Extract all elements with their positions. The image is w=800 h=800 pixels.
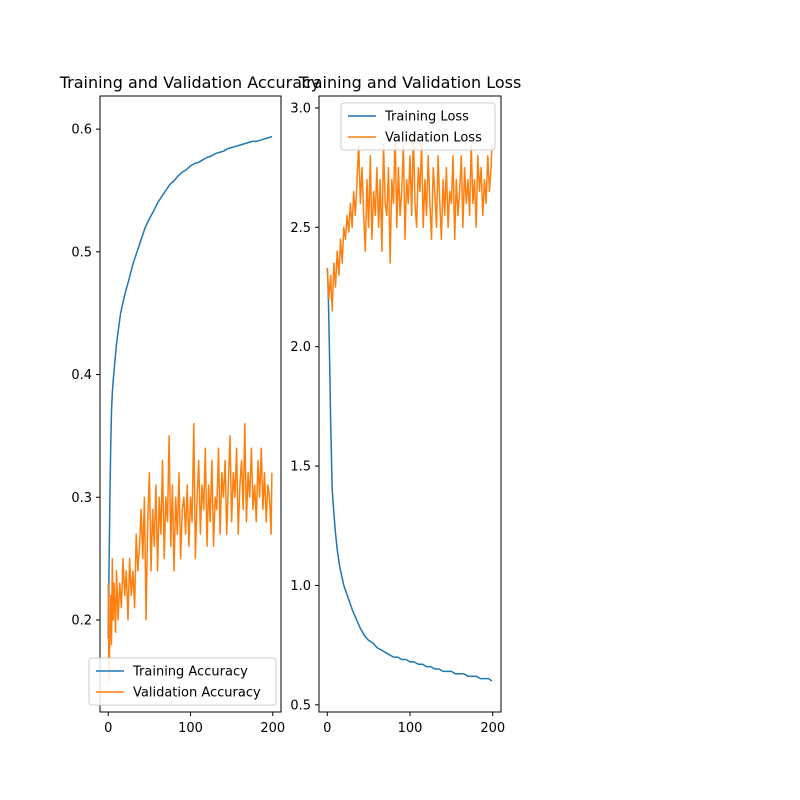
loss-y-tick-label: 2.0: [290, 340, 311, 355]
loss-x-axis: 0 100 200: [323, 712, 505, 736]
loss-legend-label-training-loss: Training Loss: [384, 110, 469, 125]
accuracy-line-training-accuracy: [107, 135, 273, 639]
loss-y-tick-label: 0.5: [290, 698, 311, 713]
loss-chart-title: Training and Validation Loss: [298, 73, 522, 92]
loss-line-training-loss: [326, 267, 493, 682]
accuracy-plot-lines: [107, 135, 273, 683]
loss-legend-label-validation-loss: Validation Loss: [385, 131, 482, 146]
accuracy-line-validation-accuracy: [107, 422, 273, 683]
loss-x-tick-label: 0: [323, 721, 331, 736]
loss-y-tick-label: 1.0: [290, 579, 311, 594]
accuracy-x-axis: 0 100 200: [104, 712, 285, 736]
loss-y-tick-label: 3.0: [290, 101, 311, 116]
loss-y-tick-label: 2.5: [290, 221, 311, 236]
accuracy-legend-box: [88, 657, 277, 706]
loss-legend: Training Loss Validation Loss: [340, 102, 496, 151]
accuracy-x-tick-label: 200: [260, 721, 285, 736]
accuracy-x-tick-label: 100: [178, 721, 203, 736]
loss-y-axis: 0.5 1.0 1.5 2.0 2.5 3.0: [290, 101, 319, 713]
loss-line-validation-loss: [326, 131, 493, 312]
accuracy-legend: Training Accuracy Validation Accuracy: [88, 657, 277, 706]
accuracy-chart: Training and Validation Accuracy 0 100 200…: [59, 73, 321, 736]
accuracy-y-tick-label: 0.5: [71, 245, 92, 260]
accuracy-x-tick-label: 0: [104, 721, 112, 736]
loss-x-tick-label: 200: [480, 721, 505, 736]
loss-chart: Training and Validation Loss 0 100 200 0.5…: [290, 73, 521, 736]
accuracy-chart-title: Training and Validation Accuracy: [59, 73, 321, 92]
accuracy-legend-label-validation-accuracy: Validation Accuracy: [133, 686, 261, 701]
loss-y-tick-label: 1.5: [290, 460, 311, 475]
accuracy-y-tick-label: 0.3: [71, 491, 92, 506]
accuracy-y-tick-label: 0.4: [71, 368, 92, 383]
accuracy-y-axis: 0.2 0.3 0.4 0.5 0.6: [71, 123, 100, 628]
loss-legend-box: [340, 102, 496, 151]
accuracy-y-tick-label: 0.6: [71, 123, 92, 138]
accuracy-y-tick-label: 0.2: [71, 613, 92, 628]
accuracy-legend-label-training-accuracy: Training Accuracy: [132, 665, 248, 680]
loss-x-tick-label: 100: [398, 721, 423, 736]
loss-plot-lines: [326, 131, 493, 682]
